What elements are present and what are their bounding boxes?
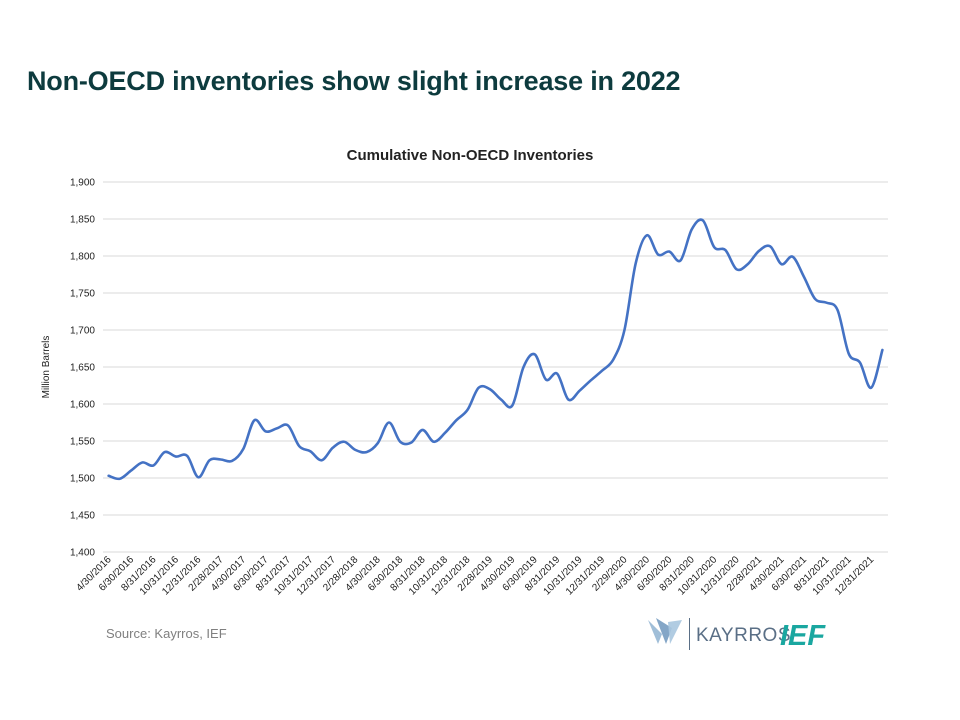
y-tick-label: 1,800 [70,252,95,263]
inventory-series-line [107,218,884,481]
slide-title: Non-OECD inventories show slight increas… [27,66,681,96]
y-axis-title: Million Barrels [41,336,52,399]
y-tick-label: 1,850 [70,215,95,226]
y-tick-label: 1,750 [70,289,95,300]
y-tick-label: 1,650 [70,363,95,374]
y-tick-label: 1,600 [70,400,95,411]
ief-logo-text: IEF [780,620,826,652]
chart-title: Cumulative Non-OECD Inventories [347,147,594,164]
x-axis-ticks: 4/30/20166/30/20168/31/201610/31/201612/… [74,554,876,597]
line-chart: Cumulative Non-OECD Inventories 1,4001,4… [41,147,888,598]
kayrros-logo-text: KAYRROS [696,625,791,646]
kayrros-logo-icon [648,618,690,650]
gridlines [103,181,888,553]
source-note: Source: Kayrros, IEF [106,626,227,641]
y-tick-label: 1,700 [70,326,95,337]
y-axis-ticks: 1,400 1,450 1,500 1,550 1,600 1,650 1,700 1,750… [70,178,95,559]
y-tick-label: 1,450 [70,511,95,522]
y-tick-label: 1,400 [70,548,95,559]
logos: KAYRROS IEF [648,618,826,652]
y-tick-label: 1,550 [70,437,95,448]
y-tick-label: 1,900 [70,178,95,189]
y-tick-label: 1,500 [70,474,95,485]
